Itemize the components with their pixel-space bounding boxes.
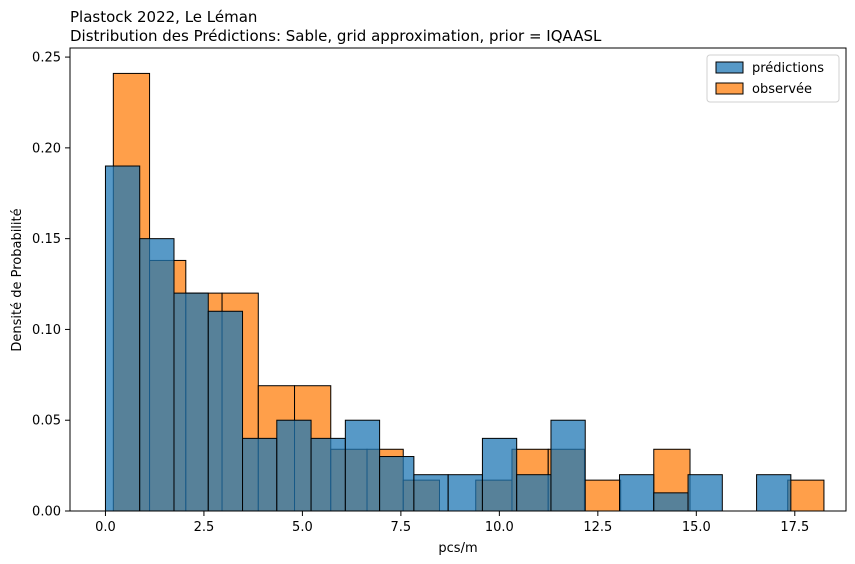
prediction-bar-11 (481, 437, 518, 512)
y-tick-label-2: 0.10 (32, 323, 61, 338)
prediction-bar-0 (104, 165, 141, 512)
prediction-bar-8 (379, 456, 415, 512)
prediction-bar-10 (447, 474, 483, 512)
legend-label-observed: observée (752, 82, 812, 97)
prediction-bar-15 (653, 492, 689, 512)
prediction-bar-5 (276, 419, 312, 512)
legend-label-predictions: prédictions (752, 61, 824, 76)
legend: prédictions observée (706, 54, 840, 103)
prediction-bar-2 (173, 292, 209, 512)
x-tick-label-1: 2.5 (194, 520, 215, 535)
chart-subtitle: Distribution des Prédictions: Sable, gri… (70, 27, 602, 45)
y-tick-label-3: 0.15 (32, 232, 61, 247)
x-tick-label-6: 15.0 (682, 520, 711, 535)
prediction-bars (104, 165, 792, 512)
chart-title: Plastock 2022, Le Léman (70, 8, 257, 26)
y-tick-label-5: 0.25 (32, 51, 61, 66)
y-axis-label: Densité de Probabilité (10, 208, 25, 351)
x-tick-label-2: 5.0 (292, 520, 313, 535)
prediction-bar-7 (344, 419, 381, 512)
x-tick-label-4: 10.0 (485, 520, 514, 535)
legend-swatch-observed (715, 82, 744, 95)
x-tick-label-0: 0.0 (95, 520, 116, 535)
x-tick-label-3: 7.5 (391, 520, 412, 535)
y-tick-label-4: 0.20 (32, 141, 61, 156)
y-tick-label-1: 0.05 (32, 414, 61, 429)
x-axis: 0.0 2.5 5.0 7.5 10.0 12.5 15.0 17.5 (95, 511, 809, 535)
prediction-bar-1 (139, 238, 175, 512)
prediction-bar-3 (207, 310, 244, 512)
prediction-bar-17 (756, 474, 792, 512)
y-axis: 0.00 0.05 0.10 0.15 0.20 0.25 (32, 51, 70, 520)
x-tick-label-7: 17.5 (780, 520, 809, 535)
prediction-bar-16 (687, 474, 723, 512)
y-tick-label-0: 0.00 (32, 505, 61, 520)
plot-frame (69, 47, 847, 512)
prediction-bar-12 (516, 474, 552, 512)
observed-bar-14 (787, 479, 825, 512)
prediction-bar-6 (310, 437, 346, 512)
prediction-bar-13 (550, 419, 586, 512)
prediction-bar-14 (619, 474, 655, 512)
x-tick-label-5: 12.5 (583, 520, 612, 535)
legend-swatch-predictions (715, 61, 744, 74)
prediction-bar-9 (413, 474, 449, 512)
x-axis-label: pcs/m (438, 541, 477, 556)
prediction-bar-4 (242, 437, 278, 512)
observed-bar-12 (583, 479, 622, 512)
